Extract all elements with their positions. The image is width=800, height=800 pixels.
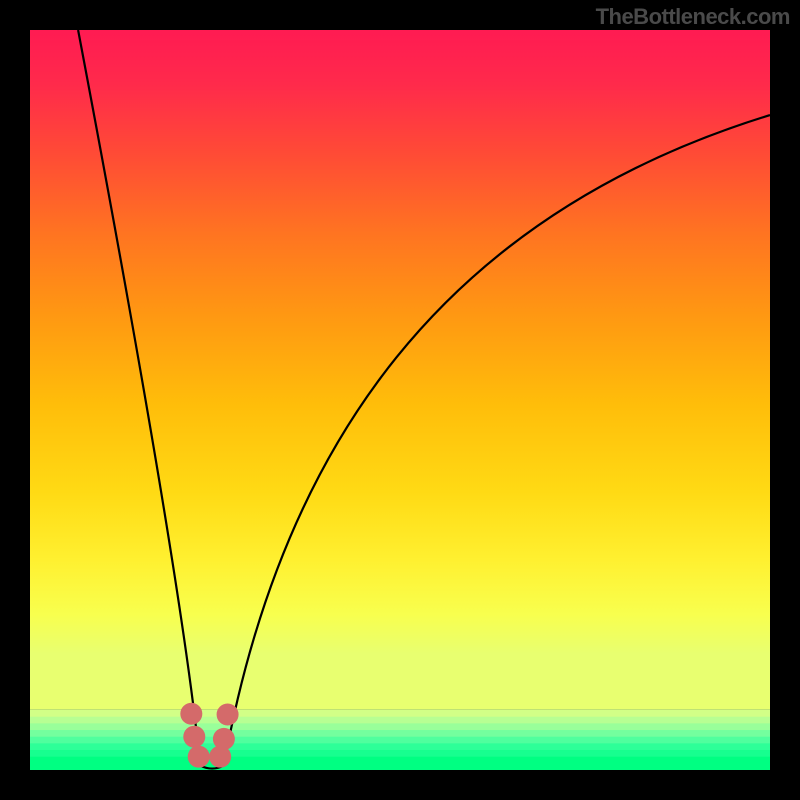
marker-dot — [188, 746, 210, 768]
marker-dot — [180, 703, 202, 725]
marker-dot — [217, 704, 239, 726]
gradient-band — [30, 717, 770, 724]
gradient-band — [30, 757, 770, 770]
gradient-band — [30, 737, 770, 744]
gradient-band — [30, 730, 770, 737]
chart-container: TheBottleneck.com — [0, 0, 800, 800]
gradient-band — [30, 723, 770, 730]
marker-dot — [209, 746, 231, 768]
bottleneck-plot — [30, 30, 770, 770]
watermark-text: TheBottleneck.com — [596, 4, 790, 30]
gradient-band — [30, 743, 770, 750]
marker-dot — [183, 726, 205, 748]
gradient-band — [30, 709, 770, 717]
gradient-band — [30, 750, 770, 757]
